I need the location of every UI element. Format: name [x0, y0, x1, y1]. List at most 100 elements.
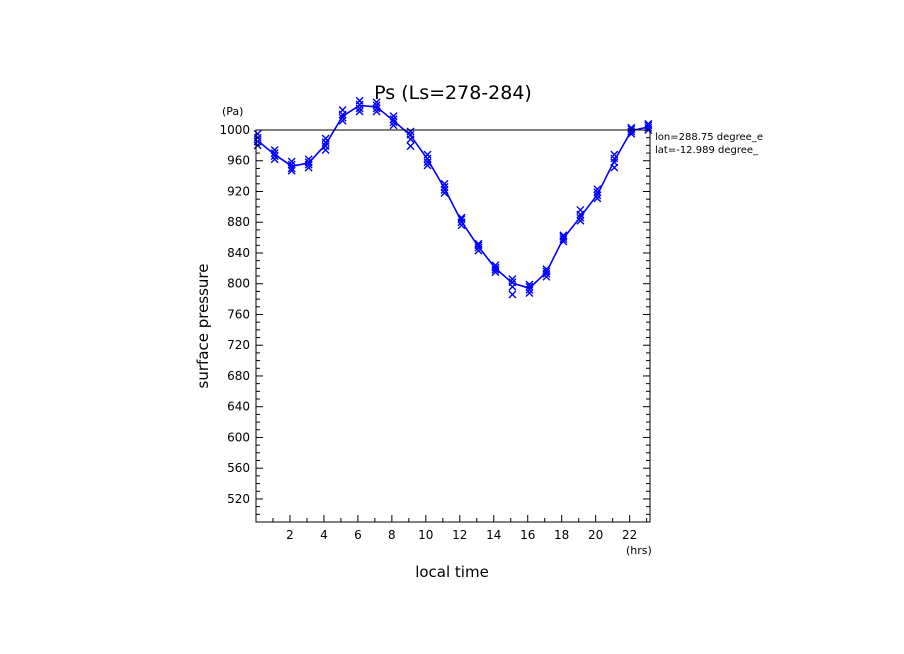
- y-unit-label: (Pa): [222, 105, 243, 118]
- data-point-marker: [491, 263, 500, 272]
- data-point-marker: [253, 129, 262, 138]
- ticks-layer: 2 4 6 8 10 12 14 16 18 20 22 520 560 600 640 680 720 760 8…: [219, 123, 650, 542]
- data-point-marker: [338, 116, 347, 125]
- data-point-marker: [355, 100, 364, 109]
- data-point-marker: [406, 127, 415, 136]
- chart-title: Ps (Ls=278-284): [374, 82, 532, 104]
- y-tick-label: 720: [227, 338, 250, 352]
- x-tick-label: 14: [486, 528, 501, 542]
- data-point-marker: [406, 142, 415, 151]
- data-point-marker: [287, 157, 296, 166]
- y-tick-label: 920: [227, 184, 250, 198]
- y-tick-label: 680: [227, 369, 250, 383]
- y-tick-label: 560: [227, 461, 250, 475]
- data-point-marker: [457, 221, 466, 230]
- x-tick-label: 8: [388, 528, 396, 542]
- y-axis-title: surface pressure: [194, 264, 212, 389]
- data-point-marker: [406, 130, 415, 139]
- data-point-marker: [321, 134, 330, 143]
- plot-frame: [255, 129, 651, 523]
- data-point-marker: [474, 241, 483, 250]
- x-tick-label: 20: [588, 528, 603, 542]
- data-point-marker: [389, 115, 398, 124]
- data-point-marker: [304, 155, 313, 164]
- x-tick-label: 12: [452, 528, 467, 542]
- data-point-marker: [440, 189, 449, 198]
- data-point-marker: [270, 152, 279, 161]
- data-point-marker: [576, 213, 585, 222]
- data-point-marker: [287, 166, 296, 175]
- y-tick-label: 520: [227, 492, 250, 506]
- data-point-marker: [253, 137, 262, 146]
- data-point-marker: [593, 188, 602, 197]
- x-tick-label: 16: [520, 528, 535, 542]
- data-point-marker: [644, 119, 653, 128]
- data-point-marker: [593, 194, 602, 203]
- data-point-marker: [593, 191, 602, 200]
- data-point-marker: [389, 112, 398, 121]
- data-point-marker: [508, 278, 517, 287]
- data-point-marker: [423, 154, 432, 163]
- data-point-marker: [457, 213, 466, 222]
- y-tick-label: 1000: [219, 123, 250, 137]
- data-point-marker: [389, 118, 398, 127]
- x-axis-title: local time: [415, 563, 489, 581]
- data-point-marker: [372, 101, 381, 110]
- data-point-marker: [270, 149, 279, 158]
- data-point-marker: [525, 280, 534, 289]
- data-point-marker: [270, 145, 279, 154]
- data-point-marker: [576, 216, 585, 225]
- y-tick-label: 840: [227, 246, 250, 260]
- data-point-marker: [423, 161, 432, 170]
- data-point-marker: [270, 155, 279, 164]
- x-tick-label: 4: [320, 528, 328, 542]
- data-point-marker: [287, 160, 296, 169]
- data-point-marker: [304, 158, 313, 167]
- x-tick-label: 6: [354, 528, 362, 542]
- y-tick-label: 960: [227, 154, 250, 168]
- series-layer: [253, 96, 653, 299]
- data-point-marker: [525, 282, 534, 291]
- data-point-marker: [457, 215, 466, 224]
- data-point-marker: [610, 150, 619, 159]
- longitude-annotation: lon=288.75 degree_e: [655, 132, 763, 143]
- x-tick-label: 10: [418, 528, 433, 542]
- data-point-marker: [372, 98, 381, 107]
- data-point-marker: [491, 261, 500, 270]
- data-point-marker: [355, 96, 364, 105]
- data-point-marker: [338, 106, 347, 115]
- data-point-marker: [525, 288, 534, 297]
- data-point-marker: [338, 113, 347, 122]
- data-point-marker: [372, 104, 381, 113]
- x-tick-label: 2: [286, 528, 294, 542]
- x-tick-label: 18: [554, 528, 569, 542]
- data-point-marker: [321, 145, 330, 154]
- y-tick-label: 600: [227, 430, 250, 444]
- y-tick-label: 640: [227, 400, 250, 414]
- x-unit-label: (hrs): [626, 544, 652, 557]
- data-point-marker: [355, 107, 364, 116]
- data-point-marker: [440, 179, 449, 188]
- data-point-marker: [423, 150, 432, 159]
- data-point-marker: [440, 185, 449, 194]
- data-point-marker: [542, 265, 551, 274]
- data-point-marker: [508, 290, 517, 299]
- data-point-marker: [644, 121, 653, 130]
- series-line: [257, 104, 649, 290]
- x-tick-label: 22: [622, 528, 637, 542]
- y-tick-label: 880: [227, 215, 250, 229]
- data-point-marker: [559, 231, 568, 240]
- data-point-marker: [389, 121, 398, 130]
- data-point-marker: [627, 125, 636, 134]
- data-point-marker: [559, 232, 568, 241]
- data-point-marker: [474, 239, 483, 248]
- data-point-marker: [576, 205, 585, 214]
- data-point-marker: [593, 185, 602, 194]
- y-tick-label: 760: [227, 307, 250, 321]
- latitude-annotation: lat=-12.989 degree_: [655, 145, 759, 156]
- data-point-marker: [542, 267, 551, 276]
- data-point-marker: [372, 107, 381, 116]
- data-point-marker: [508, 275, 517, 284]
- data-point-marker: [440, 182, 449, 191]
